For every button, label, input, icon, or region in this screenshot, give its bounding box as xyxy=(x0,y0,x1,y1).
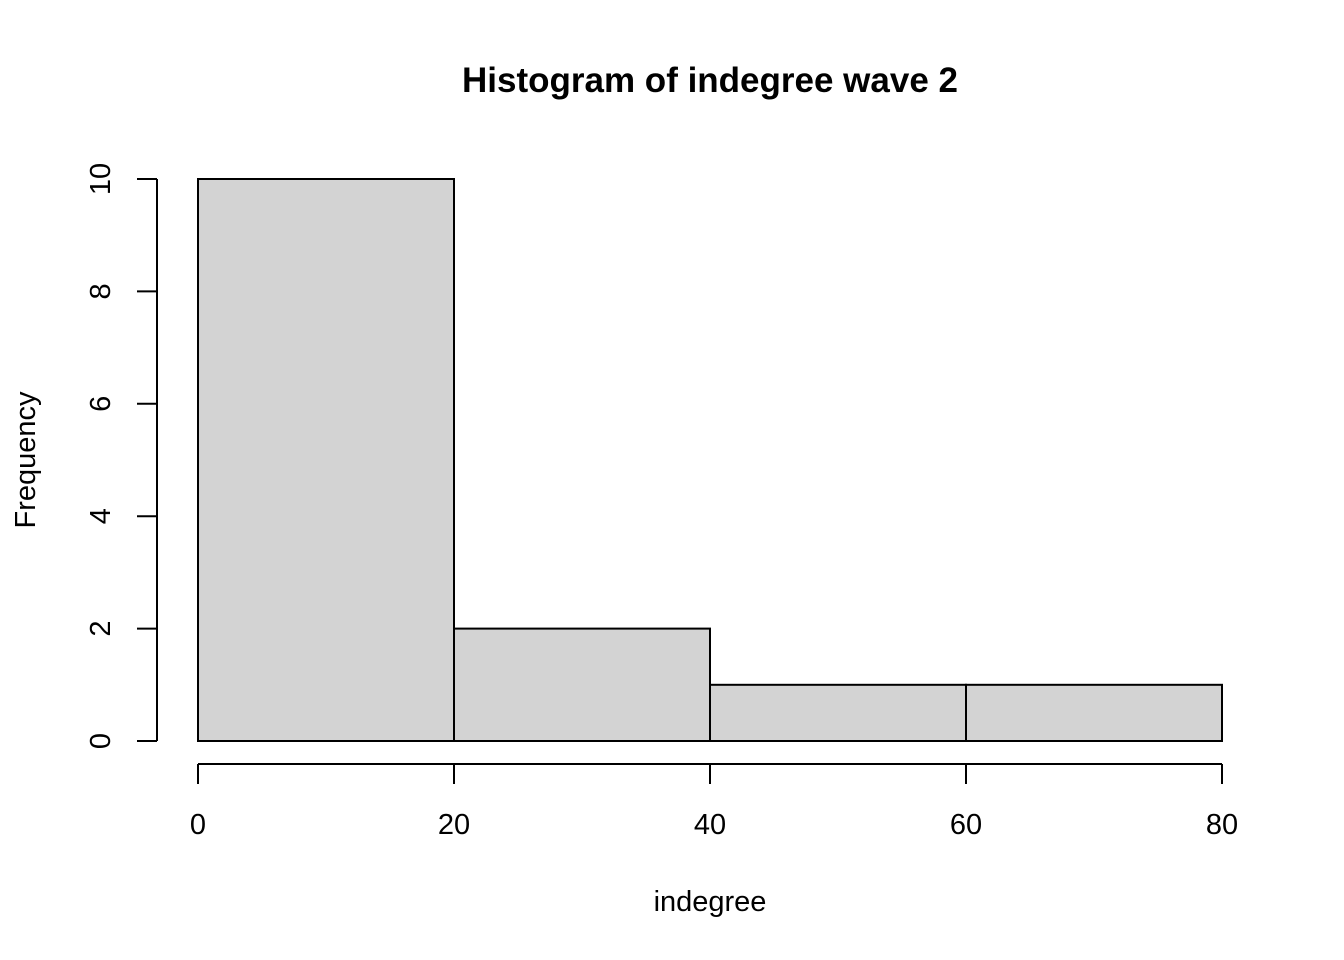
chart-title: Histogram of indegree wave 2 xyxy=(462,61,958,100)
histogram-bar-1 xyxy=(453,627,711,742)
histogram-bar-3 xyxy=(965,683,1223,742)
y-tick-label-3: 6 xyxy=(85,396,117,412)
histogram-bar-2 xyxy=(709,683,967,742)
y-axis: 0 2 4 6 8 10 xyxy=(85,163,158,749)
y-tick-label-5: 10 xyxy=(85,163,117,195)
y-tick-label-2: 4 xyxy=(85,508,117,524)
x-tick-label-4: 80 xyxy=(1206,809,1238,841)
histogram-bar-0 xyxy=(197,178,455,742)
x-tick-label-2: 40 xyxy=(694,809,726,841)
x-tick-label-0: 0 xyxy=(190,809,206,841)
x-axis-label: indegree xyxy=(654,886,767,918)
bars-group xyxy=(197,178,1223,742)
x-tick-label-1: 20 xyxy=(438,809,470,841)
x-axis: 0 20 40 60 80 xyxy=(190,763,1238,841)
y-tick-label-0: 0 xyxy=(85,733,117,749)
y-axis-label: Frequency xyxy=(10,391,42,529)
y-tick-label-1: 2 xyxy=(85,621,117,637)
x-tick-label-3: 60 xyxy=(950,809,982,841)
y-tick-label-4: 8 xyxy=(85,283,117,299)
